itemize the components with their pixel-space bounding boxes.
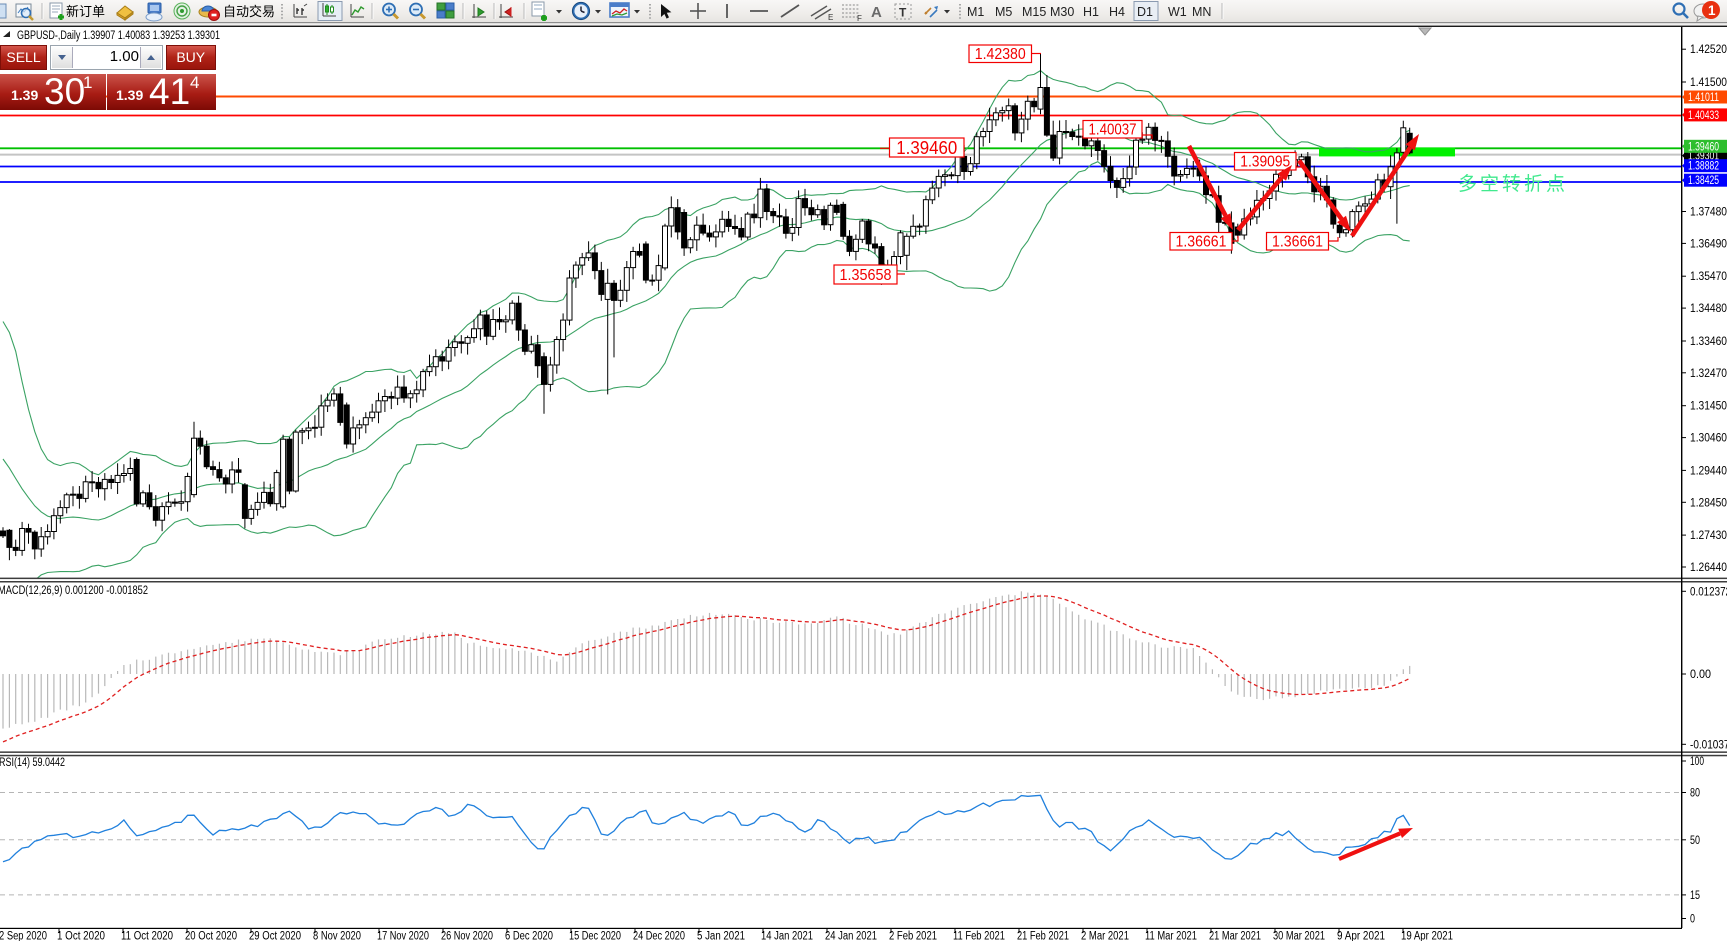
svg-text:1.36490: 1.36490 [1690,238,1727,250]
svg-text:1.38425: 1.38425 [1688,175,1719,187]
svg-text:1.39095: 1.39095 [1240,154,1290,171]
svg-text:新订单: 新订单 [66,4,105,19]
svg-text:1.35470: 1.35470 [1690,271,1727,283]
svg-text:15 Dec 2020: 15 Dec 2020 [569,931,621,941]
svg-text:1.26440: 1.26440 [1690,562,1727,574]
svg-text:50: 50 [1690,835,1700,847]
svg-text:0.00: 0.00 [1690,669,1711,681]
svg-text:M30: M30 [1050,5,1074,19]
svg-text:1.28450: 1.28450 [1690,497,1727,509]
svg-text:6 Dec 2020: 6 Dec 2020 [505,931,553,941]
svg-text:21 Feb 2021: 21 Feb 2021 [1017,931,1069,941]
svg-text:1.30460: 1.30460 [1690,433,1727,445]
svg-text:11 Oct 2020: 11 Oct 2020 [121,931,173,941]
svg-text:1.42380: 1.42380 [975,46,1026,63]
svg-text:多空转折点: 多空转折点 [1458,173,1568,195]
svg-text:24 Jan 2021: 24 Jan 2021 [825,931,877,941]
svg-text:1.29440: 1.29440 [1690,465,1727,477]
svg-text:D1: D1 [1137,5,1153,19]
svg-text:15: 15 [1690,890,1700,902]
svg-text:14 Jan 2021: 14 Jan 2021 [761,931,813,941]
svg-text:1.41500: 1.41500 [1690,77,1727,89]
svg-text:9 Apr 2021: 9 Apr 2021 [1337,931,1385,941]
svg-text:2 Feb 2021: 2 Feb 2021 [889,931,937,941]
svg-text:1.31450: 1.31450 [1690,401,1727,413]
svg-text:1.42520: 1.42520 [1690,44,1727,56]
svg-text:0: 0 [1690,914,1695,926]
svg-text:1.36661: 1.36661 [1176,234,1227,251]
svg-text:1.37480: 1.37480 [1690,207,1727,219]
svg-text:1.40037: 1.40037 [1089,122,1137,139]
svg-text:A: A [871,4,882,21]
svg-text:1.32470: 1.32470 [1690,368,1727,380]
svg-text:2 Mar 2021: 2 Mar 2021 [1081,931,1129,941]
svg-text:1.36661: 1.36661 [1272,234,1323,251]
svg-text:1.33460: 1.33460 [1690,336,1727,348]
svg-text:MACD(12,26,9) 0.001200 -0.0018: MACD(12,26,9) 0.001200 -0.001852 [0,585,148,597]
svg-text:T: T [899,6,907,20]
svg-text:E: E [828,13,833,22]
svg-text:W1: W1 [1168,5,1187,19]
svg-text:M5: M5 [995,5,1012,19]
svg-text:M1: M1 [967,5,984,19]
svg-text:F: F [857,14,862,23]
svg-text:20 Oct 2020: 20 Oct 2020 [185,931,237,941]
svg-text:1.39460: 1.39460 [896,138,957,158]
svg-text:26 Nov 2020: 26 Nov 2020 [441,931,493,941]
svg-text:自动交易: 自动交易 [223,4,275,19]
svg-text:GBPUSD-,Daily 1.39907 1.40083: GBPUSD-,Daily 1.39907 1.40083 1.39253 1.… [17,30,220,42]
svg-text:8 Nov 2020: 8 Nov 2020 [313,931,361,941]
svg-text:1.41011: 1.41011 [1688,92,1719,104]
svg-text:H1: H1 [1083,5,1099,19]
svg-text:1.38882: 1.38882 [1688,161,1719,173]
svg-text:1 Oct 2020: 1 Oct 2020 [57,931,105,941]
svg-text:RSI(14) 59.0442: RSI(14) 59.0442 [0,757,65,769]
svg-text:11 Feb 2021: 11 Feb 2021 [953,931,1005,941]
svg-text:29 Oct 2020: 29 Oct 2020 [249,931,301,941]
svg-text:H4: H4 [1109,5,1125,19]
svg-text:17 Nov 2020: 17 Nov 2020 [377,931,429,941]
svg-text:M15: M15 [1022,5,1046,19]
svg-text:11 Mar 2021: 11 Mar 2021 [1145,931,1197,941]
svg-text:1: 1 [1708,3,1716,18]
svg-text:30 Mar 2021: 30 Mar 2021 [1273,931,1325,941]
svg-text:2 Sep 2020: 2 Sep 2020 [0,931,47,941]
svg-text:1.34480: 1.34480 [1690,303,1727,315]
svg-text:100: 100 [1690,756,1704,768]
svg-text:19 Apr 2021: 19 Apr 2021 [1401,931,1453,941]
svg-text:24 Dec 2020: 24 Dec 2020 [633,931,685,941]
svg-text:1.27430: 1.27430 [1690,530,1727,542]
svg-text:1.40433: 1.40433 [1688,110,1719,122]
svg-text:0.012372: 0.012372 [1690,586,1727,598]
svg-text:21 Mar 2021: 21 Mar 2021 [1209,931,1261,941]
svg-text:MN: MN [1192,5,1211,19]
svg-text:1.39460: 1.39460 [1688,141,1719,153]
svg-text:80: 80 [1690,788,1700,800]
svg-text:1.35658: 1.35658 [840,267,892,284]
svg-text:5 Jan 2021: 5 Jan 2021 [697,931,745,941]
svg-text:-0.010374: -0.010374 [1690,739,1727,751]
